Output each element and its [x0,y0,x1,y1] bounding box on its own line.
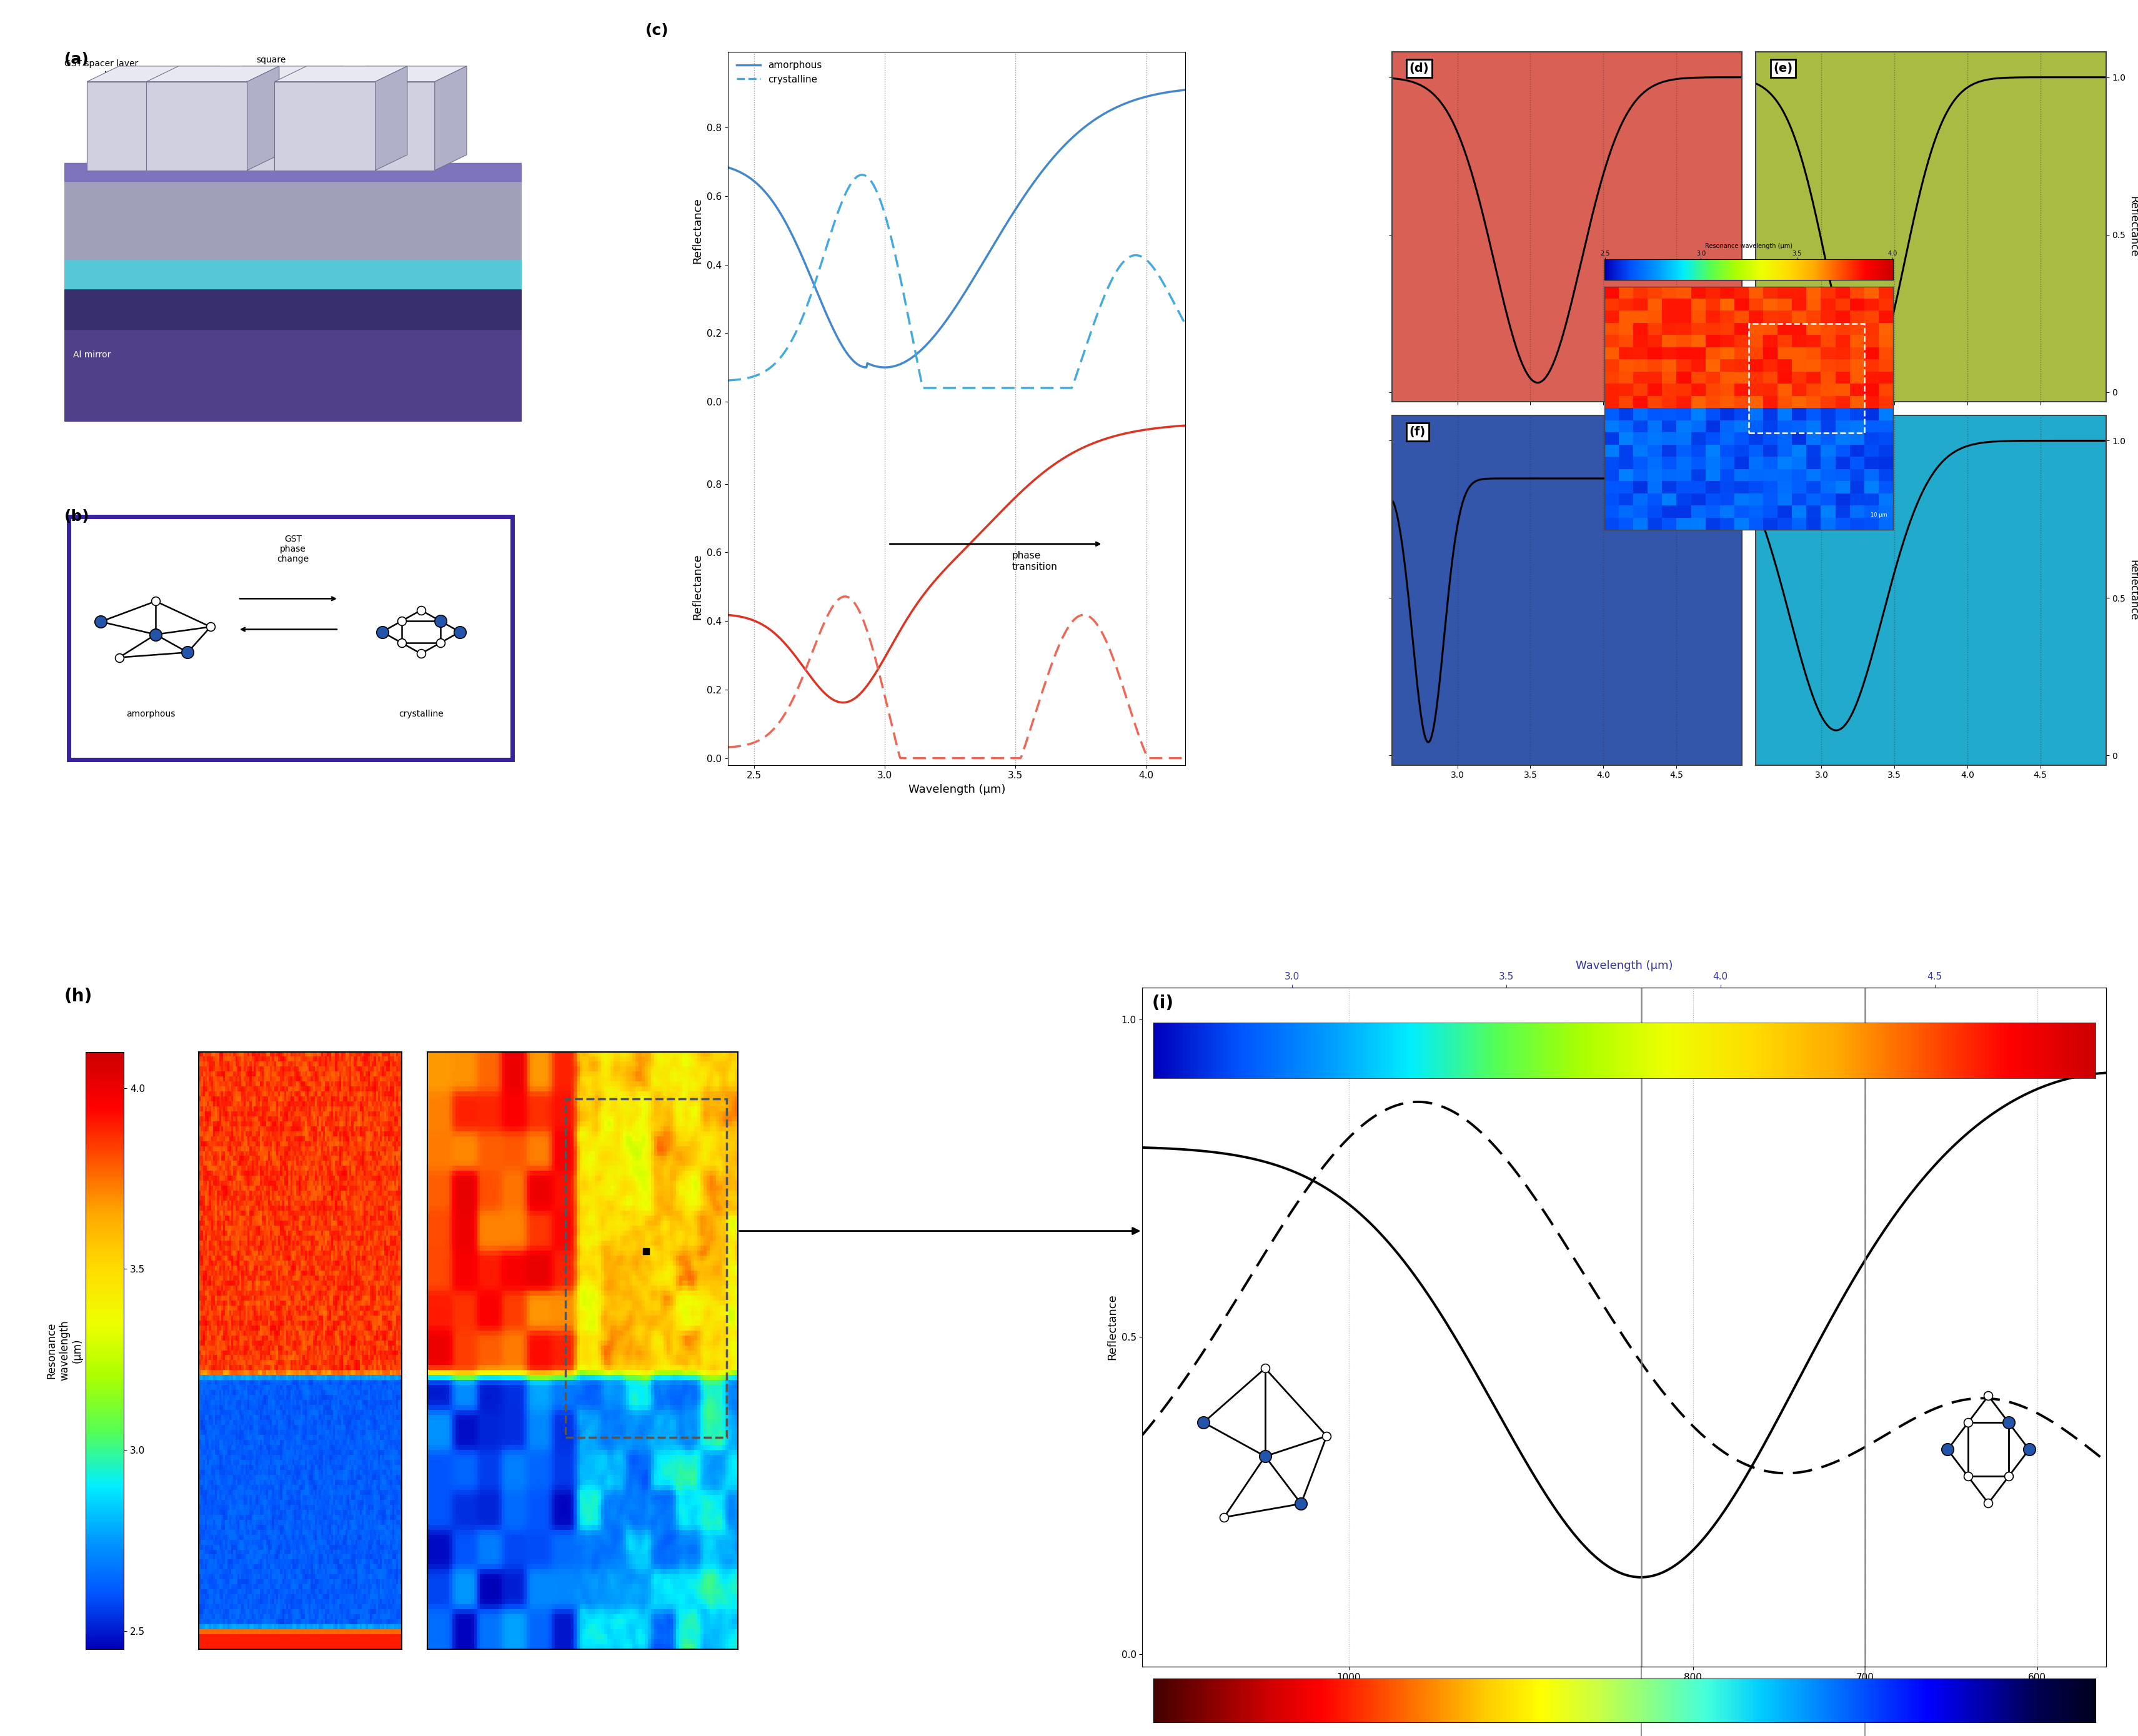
Polygon shape [334,82,434,170]
Text: (i): (i) [1152,995,1174,1012]
Text: (h): (h) [64,988,92,1005]
Text: amorphous: amorphous [126,710,175,719]
Legend: amorphous, crystalline: amorphous, crystalline [733,57,825,89]
Y-axis label: Resonance
wavelength
(μm): Resonance wavelength (μm) [45,1321,83,1380]
Text: crystalline: crystalline [398,710,443,719]
Polygon shape [376,66,406,170]
Text: (a): (a) [64,52,90,68]
Polygon shape [210,82,312,170]
Polygon shape [148,66,280,82]
Bar [567,1099,727,1437]
Text: (d): (d) [1409,62,1428,75]
Polygon shape [334,66,466,82]
Polygon shape [248,66,280,170]
Text: (b): (b) [64,509,90,524]
Text: phase
transition: phase transition [1011,550,1056,571]
Text: GST
phase
change: GST phase change [278,535,308,564]
Text: 10 μm: 10 μm [1871,512,1888,517]
FancyBboxPatch shape [68,517,513,760]
X-axis label: Wavelength (μm): Wavelength (μm) [1576,960,1672,970]
Bar [64,252,522,288]
Text: (c): (c) [646,23,669,38]
Polygon shape [312,66,344,170]
Y-axis label: Reflectance: Reflectance [693,198,703,264]
Y-axis label: Reflectance: Reflectance [1107,1293,1118,1359]
Polygon shape [210,66,344,82]
Y-axis label: Reflectance: Reflectance [2127,196,2138,257]
Text: square
Al nanoantennas: square Al nanoantennas [257,56,329,78]
Y-axis label: Reflectance: Reflectance [2127,559,2138,621]
Text: (g): (g) [1772,425,1794,437]
Polygon shape [88,82,188,170]
Polygon shape [148,82,248,170]
Y-axis label: Reflectance: Reflectance [693,554,703,620]
Polygon shape [274,82,376,170]
Polygon shape [434,66,466,170]
Bar [64,163,522,181]
Bar [1749,323,1864,432]
Polygon shape [274,66,406,82]
Polygon shape [188,66,220,170]
Text: (f): (f) [1409,425,1426,437]
X-axis label: Wavelength (μm): Wavelength (μm) [909,785,1005,795]
Polygon shape [88,66,220,82]
X-axis label: Peak detection temperature (K): Peak detection temperature (K) [1535,1686,1713,1696]
Bar [64,163,522,259]
Text: (e): (e) [1772,62,1794,75]
Bar [64,274,522,330]
Title: Resonance wavelength (μm): Resonance wavelength (μm) [1706,243,1792,248]
Text: Al mirror: Al mirror [73,351,111,359]
Bar [64,281,522,422]
Text: GST spacer layer: GST spacer layer [64,59,162,175]
